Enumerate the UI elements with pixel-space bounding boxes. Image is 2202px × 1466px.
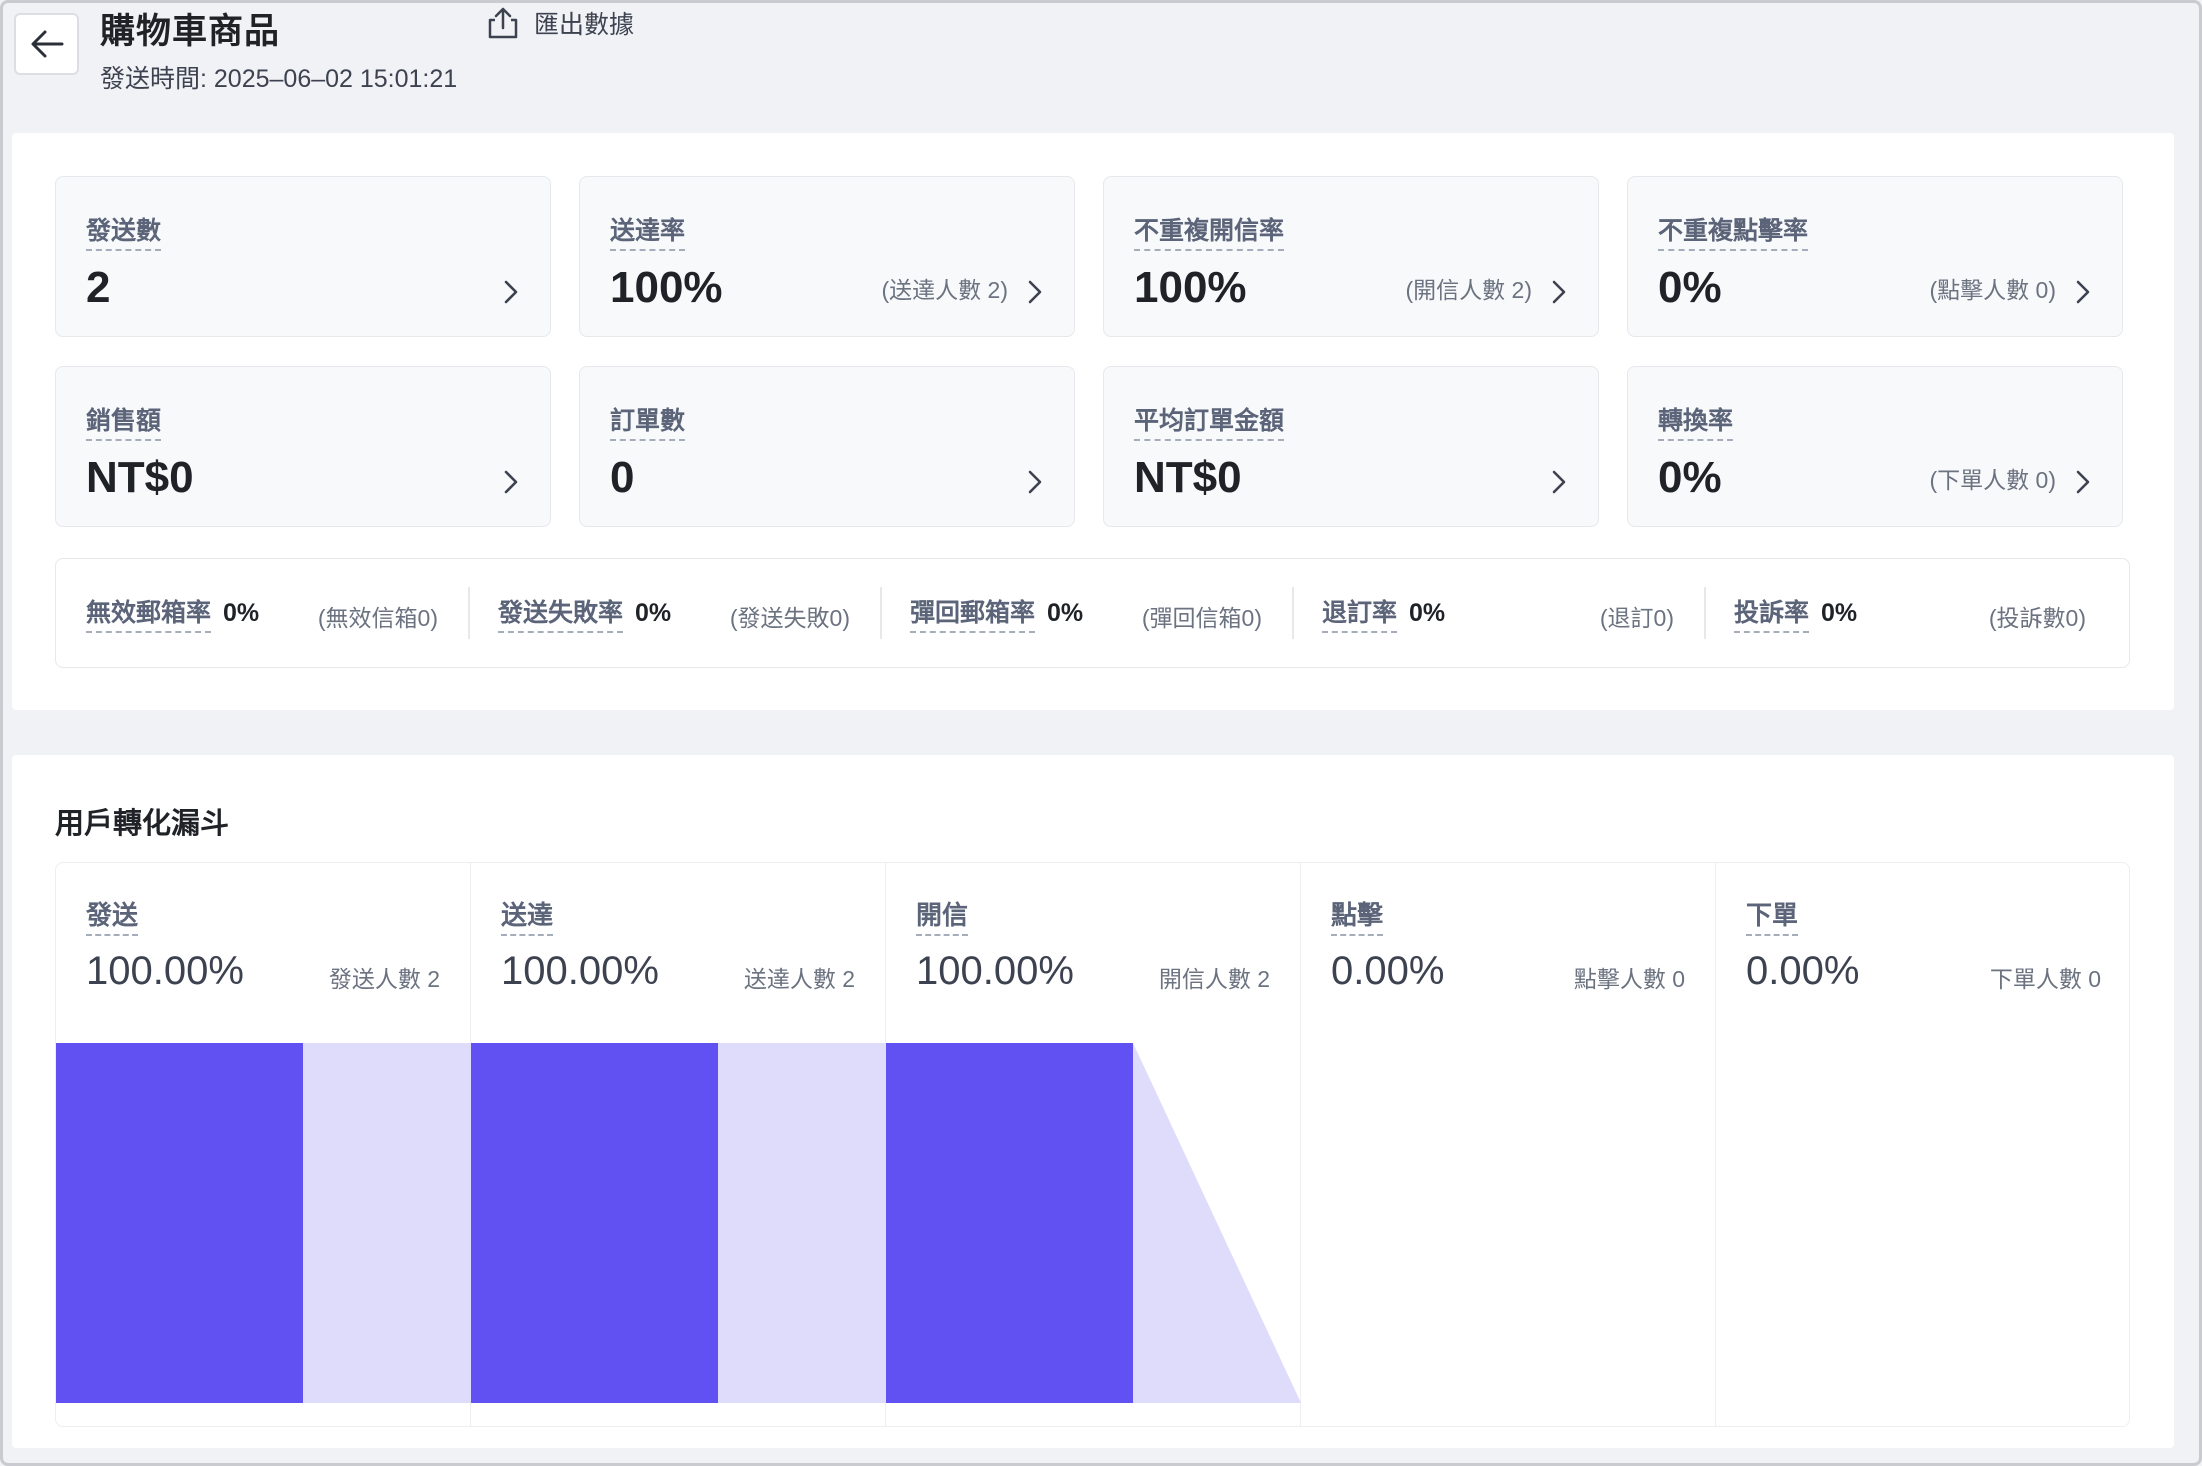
metric-note: (發送失敗0) xyxy=(729,605,850,631)
stat-label: 平均訂單金額 xyxy=(1134,401,1285,441)
stat-label: 不重複點擊率 xyxy=(1658,211,1809,251)
stats-panel: 發送數 2 送達率 100% (送達人數 2) 不重複開信率 100% (開信人數 2) 不重複… xyxy=(12,133,2174,710)
chevron-right-icon xyxy=(504,470,518,494)
funnel-connector xyxy=(718,1043,886,1403)
chevron-right-icon xyxy=(504,280,518,304)
metric-note: (退訂0) xyxy=(1599,605,1674,631)
stat-value: 100% xyxy=(1134,263,1247,312)
metric-label: 發送失敗率 xyxy=(498,593,624,633)
metric-value: 0% xyxy=(1821,598,1858,627)
stat-value: 2 xyxy=(86,263,111,312)
stat-note: (下單人數 0) xyxy=(1929,467,2057,493)
metric-value: 0% xyxy=(1409,598,1446,627)
funnel-stage-label: 點擊 xyxy=(1331,895,1384,936)
funnel-bar xyxy=(886,1043,1133,1403)
chevron-right-icon xyxy=(1028,470,1042,494)
stat-card[interactable]: 不重複點擊率 0% (點擊人數 0) xyxy=(1627,176,2123,337)
metric-note: (投訴數0) xyxy=(1988,605,2086,631)
funnel-stage: 下單 0.00% 下單人數 0 xyxy=(1716,863,2131,1426)
stat-label: 不重複開信率 xyxy=(1134,211,1285,251)
funnel-stage-people: 發送人數 2 xyxy=(328,966,440,992)
metric-divider xyxy=(1292,587,1294,639)
email-metric: 無效郵箱率 0% xyxy=(86,559,259,667)
metric-label: 無效郵箱率 xyxy=(86,593,212,633)
email-metric: 彈回郵箱率 0% xyxy=(910,559,1083,667)
stat-card[interactable]: 不重複開信率 100% (開信人數 2) xyxy=(1103,176,1599,337)
stat-value: 0% xyxy=(1658,453,1722,502)
chevron-right-icon xyxy=(1552,470,1566,494)
stat-label: 訂單數 xyxy=(610,401,686,441)
chevron-right-icon xyxy=(2076,280,2090,304)
funnel-stage-rate: 100.00% xyxy=(501,949,659,993)
back-button[interactable] xyxy=(14,13,79,75)
export-label: 匯出數據 xyxy=(534,11,635,39)
chevron-right-icon xyxy=(2076,470,2090,494)
metric-value: 0% xyxy=(223,598,260,627)
funnel-stage: 點擊 0.00% 點擊人數 0 xyxy=(1301,863,1716,1426)
metric-label: 投訴率 xyxy=(1734,593,1810,633)
funnel-title: 用戶轉化漏斗 xyxy=(55,808,230,840)
page-title: 購物車商品 xyxy=(100,12,281,51)
stat-card[interactable]: 轉換率 0% (下單人數 0) xyxy=(1627,366,2123,527)
stat-card[interactable]: 平均訂單金額 NT$0 xyxy=(1103,366,1599,527)
stat-label: 銷售額 xyxy=(86,401,162,441)
funnel-bar xyxy=(471,1043,718,1403)
metric-note: (彈回信箱0) xyxy=(1141,605,1262,631)
stat-note: (點擊人數 0) xyxy=(1929,277,2057,303)
funnel-stage: 發送 100.00% 發送人數 2 xyxy=(56,863,471,1426)
funnel-connector xyxy=(1133,1043,1301,1403)
stat-value: NT$0 xyxy=(86,453,194,502)
funnel-stage-rate: 0.00% xyxy=(1331,949,1445,993)
metric-divider xyxy=(880,587,882,639)
metric-label: 彈回郵箱率 xyxy=(910,593,1036,633)
chevron-right-icon xyxy=(1028,280,1042,304)
funnel-bar xyxy=(56,1043,303,1403)
funnel-stage-label: 開信 xyxy=(916,895,969,936)
chevron-right-icon xyxy=(1552,280,1566,304)
metric-note: (無效信箱0) xyxy=(317,605,438,631)
stat-card[interactable]: 發送數 2 xyxy=(55,176,551,337)
email-metrics-row: 無效郵箱率 0% (無效信箱0) 發送失敗率 0% (發送失敗0) 彈回郵箱率 0% (彈回信箱… xyxy=(55,558,2130,668)
stat-label: 發送數 xyxy=(86,211,162,251)
metric-value: 0% xyxy=(635,598,672,627)
funnel-stage: 開信 100.00% 開信人數 2 xyxy=(886,863,1301,1426)
funnel-stage-people: 點擊人數 0 xyxy=(1573,966,1685,992)
stat-value: NT$0 xyxy=(1134,453,1242,502)
stat-label: 轉換率 xyxy=(1658,401,1734,441)
stat-value: 0% xyxy=(1658,263,1722,312)
stat-value: 100% xyxy=(610,263,723,312)
arrow-left-icon xyxy=(31,30,63,58)
metric-divider xyxy=(468,587,470,639)
metric-value: 0% xyxy=(1047,598,1084,627)
email-metric: 發送失敗率 0% xyxy=(498,559,671,667)
send-time: 發送時間: 2025–06–02 15:01:21 xyxy=(100,65,458,93)
funnel-bars xyxy=(56,1043,1301,1403)
email-metric: 退訂率 0% xyxy=(1322,559,1445,667)
share-export-icon xyxy=(488,7,518,39)
funnel-panel: 用戶轉化漏斗 下單 0.00% 下單人數 0 點擊 0.00% 點擊人數 0 開信 100.0… xyxy=(12,755,2174,1448)
stat-card[interactable]: 銷售額 NT$0 xyxy=(55,366,551,527)
stat-note: (開信人數 2) xyxy=(1405,277,1533,303)
funnel-stage-rate: 100.00% xyxy=(86,949,244,993)
funnel-stage-label: 下單 xyxy=(1746,895,1799,936)
email-metric: 投訴率 0% xyxy=(1734,559,1857,667)
stat-note: (送達人數 2) xyxy=(881,277,1009,303)
stat-label: 送達率 xyxy=(610,211,686,251)
stat-value: 0 xyxy=(610,453,635,502)
funnel-stage-people: 下單人數 0 xyxy=(1989,966,2101,992)
stat-card[interactable]: 訂單數 0 xyxy=(579,366,1075,527)
funnel-stage-rate: 100.00% xyxy=(916,949,1074,993)
stat-card[interactable]: 送達率 100% (送達人數 2) xyxy=(579,176,1075,337)
funnel-stage-label: 發送 xyxy=(86,895,139,936)
funnel-stage-rate: 0.00% xyxy=(1746,949,1860,993)
funnel-stage-label: 送達 xyxy=(501,895,554,936)
funnel-stage-people: 開信人數 2 xyxy=(1158,966,1270,992)
funnel-connector xyxy=(303,1043,471,1403)
funnel-chart: 下單 0.00% 下單人數 0 點擊 0.00% 點擊人數 0 開信 100.00% 開信人數 … xyxy=(55,862,2130,1427)
funnel-stage-people: 送達人數 2 xyxy=(743,966,855,992)
metric-label: 退訂率 xyxy=(1322,593,1398,633)
export-data-button[interactable]: 匯出數據 xyxy=(486,5,634,41)
metric-divider xyxy=(1704,587,1706,639)
